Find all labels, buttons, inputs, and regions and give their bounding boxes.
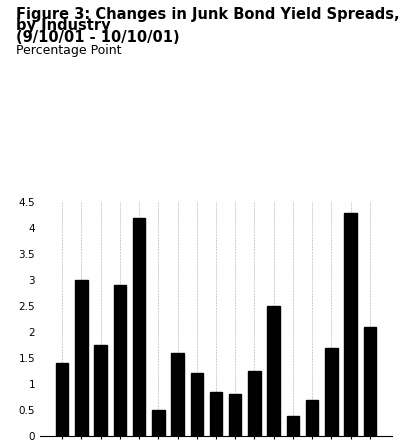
Bar xyxy=(306,400,318,436)
Bar xyxy=(287,416,299,436)
Bar xyxy=(344,213,357,436)
Bar xyxy=(75,280,88,436)
Text: Percentage Point: Percentage Point xyxy=(16,44,122,57)
Text: Figure 3: Changes in Junk Bond Yield Spreads,: Figure 3: Changes in Junk Bond Yield Spr… xyxy=(16,7,400,22)
Text: by Industry: by Industry xyxy=(16,18,111,33)
Bar xyxy=(364,327,376,436)
Bar xyxy=(268,306,280,436)
Bar xyxy=(94,345,107,436)
Bar xyxy=(171,353,184,436)
Bar xyxy=(248,371,261,436)
Bar xyxy=(133,218,145,436)
Bar xyxy=(229,394,242,436)
Bar xyxy=(152,410,164,436)
Bar xyxy=(56,363,68,436)
Bar xyxy=(190,374,203,436)
Bar xyxy=(325,348,338,436)
Bar xyxy=(210,392,222,436)
Bar xyxy=(114,285,126,436)
Text: (9/10/01 - 10/10/01): (9/10/01 - 10/10/01) xyxy=(16,30,180,45)
